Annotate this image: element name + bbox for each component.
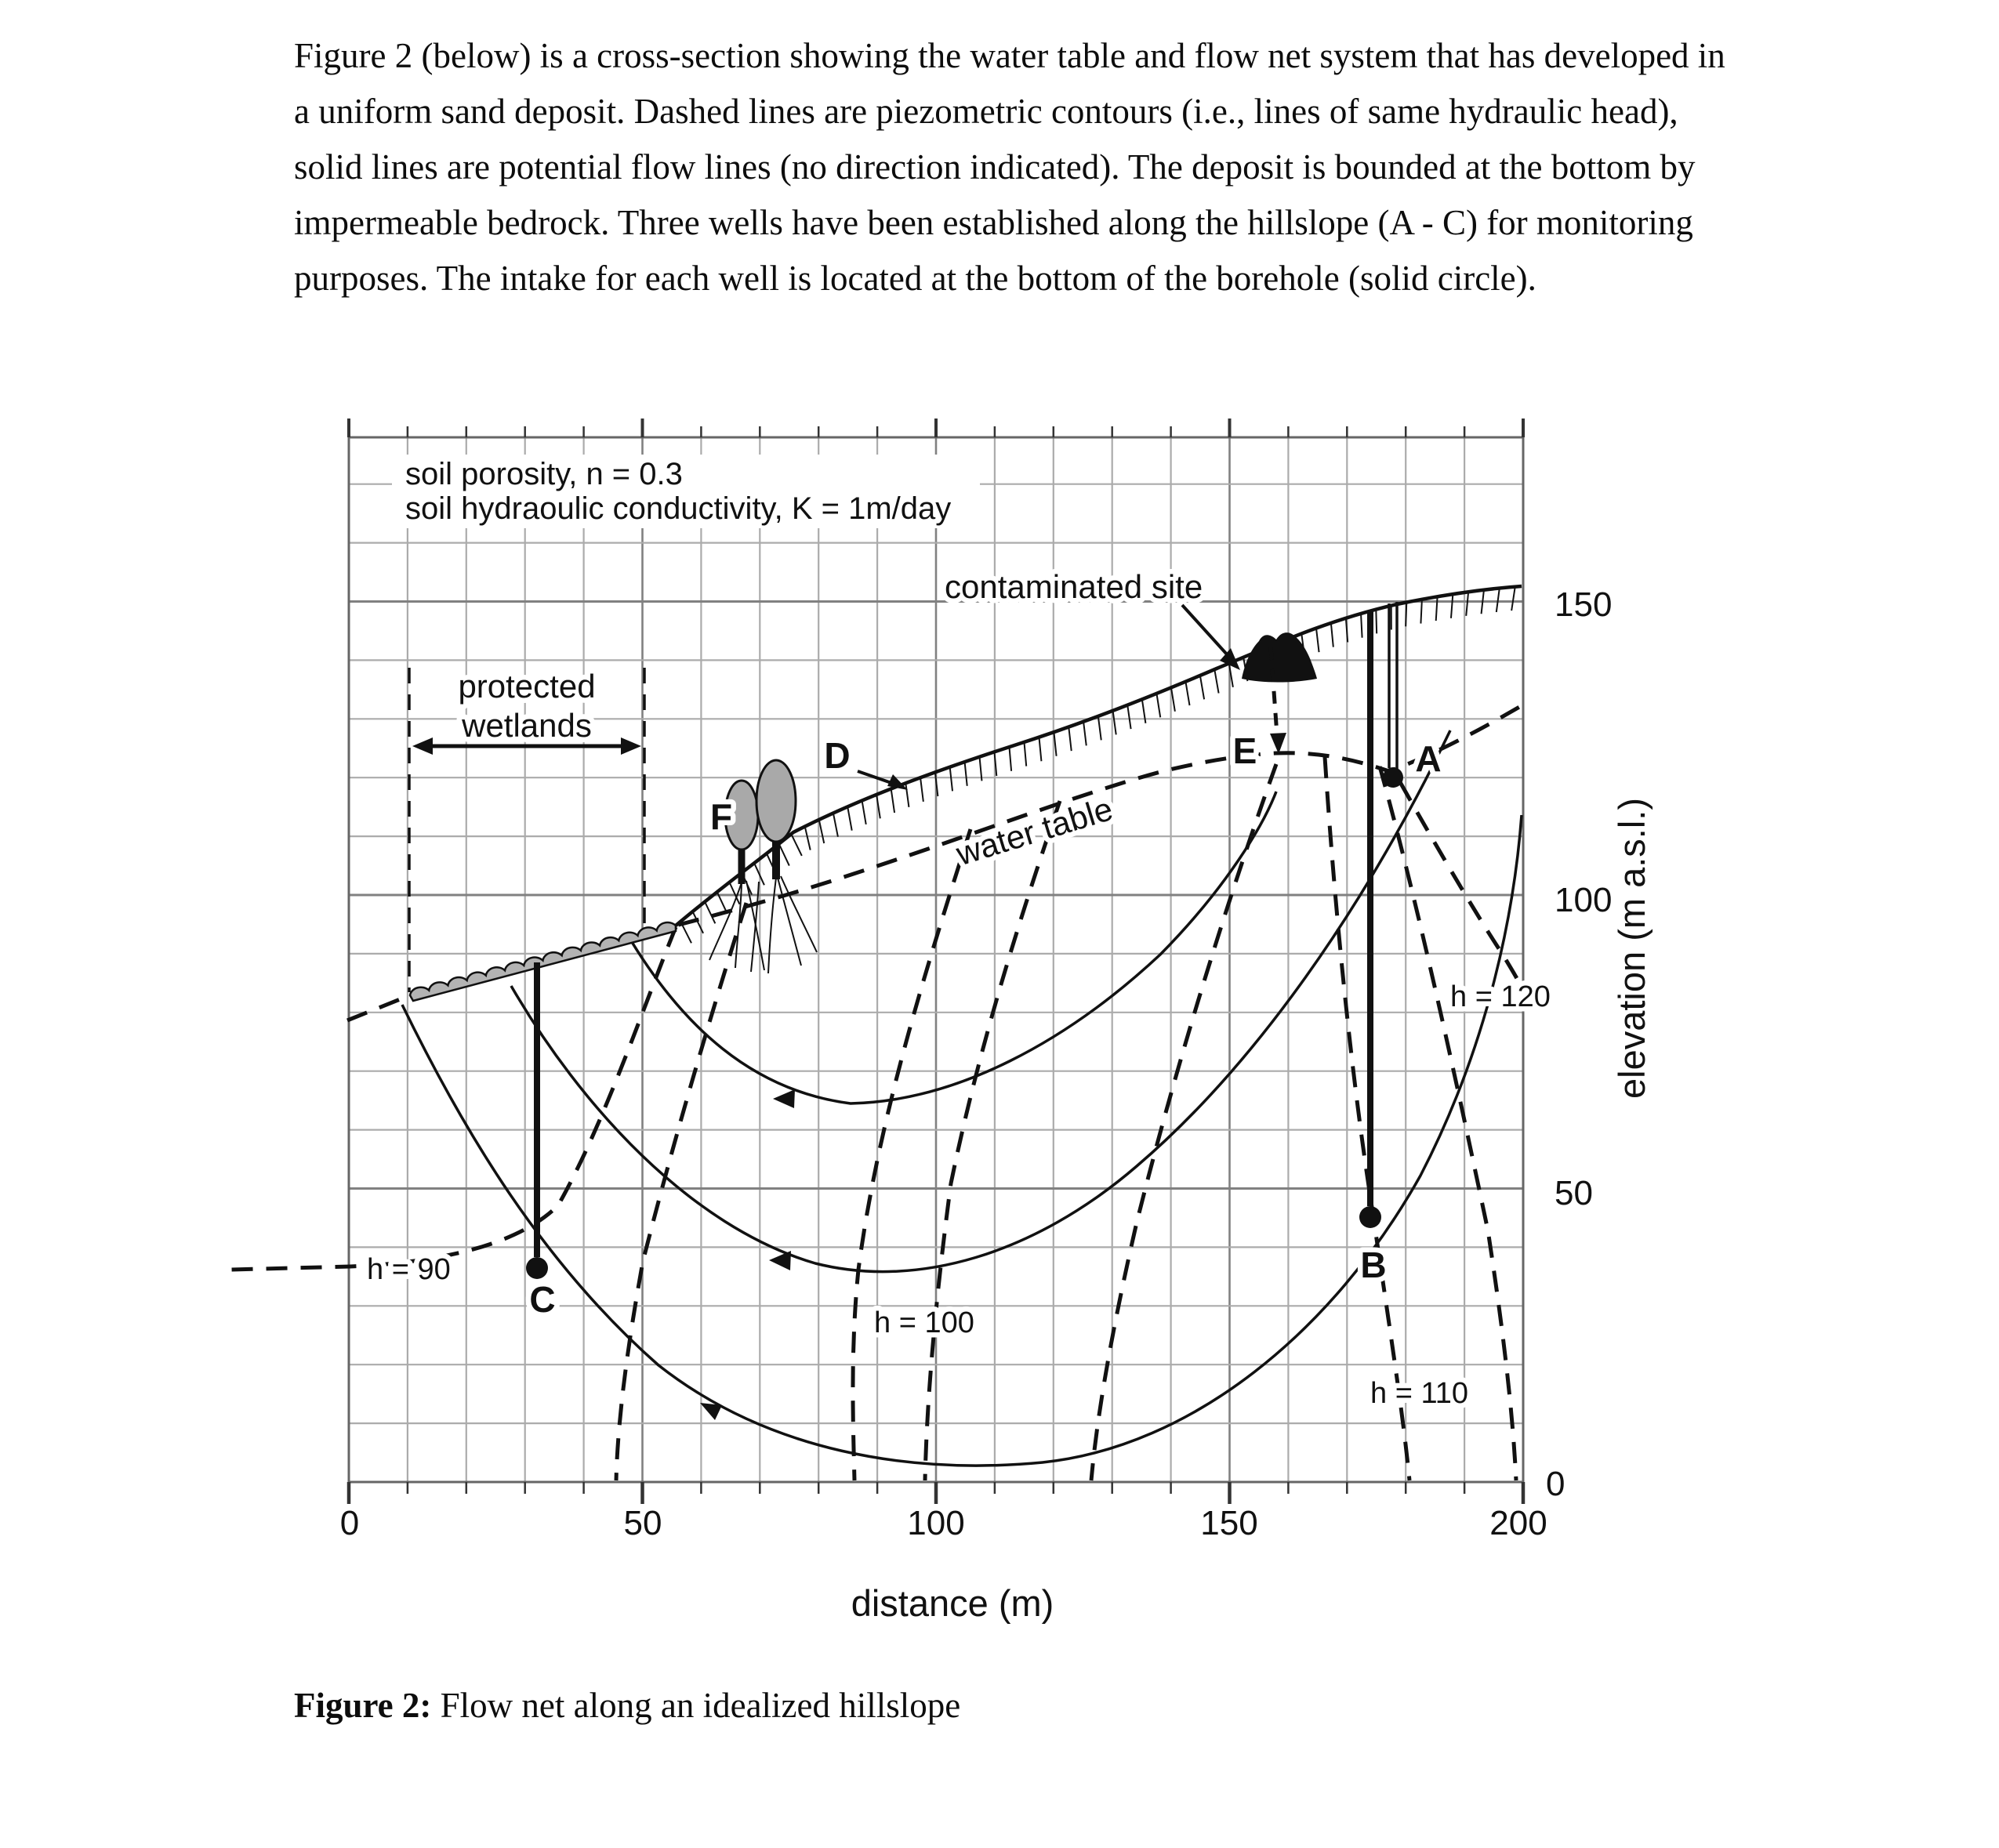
- water-table-line: [346, 704, 1522, 1023]
- arrowhead-icon: [1220, 648, 1240, 670]
- arrowhead-icon: [887, 774, 908, 790]
- arrowhead-icon: [412, 737, 433, 755]
- soil-conductivity-label: soil hydraoulic conductivity, K = 1m/day: [405, 491, 951, 526]
- equipotential-h100-line: [851, 828, 973, 1481]
- y-axis-title: elevation (m a.s.l.): [1611, 798, 1653, 1099]
- well-b-intake: [1359, 1206, 1381, 1228]
- h120-label: h = 120: [1450, 980, 1551, 1013]
- y-tick-50: 50: [1555, 1174, 1593, 1212]
- h90-label: h = 90: [367, 1253, 451, 1286]
- flow-arrow-icon: [700, 1403, 722, 1420]
- equipotential-line: [1089, 763, 1279, 1481]
- water-table-label: water table: [951, 790, 1116, 872]
- well-c-intake: [526, 1257, 548, 1279]
- infiltration-arrow-e: [1268, 647, 1279, 736]
- y-tick-0: 0: [1546, 1465, 1565, 1503]
- flow-arrow-icon: [773, 1089, 795, 1108]
- flow-lines: [401, 730, 1523, 1467]
- well-c: [526, 962, 548, 1279]
- flow-arrow-icon: [769, 1251, 791, 1270]
- equipotential-line: [1377, 766, 1518, 1481]
- equipotential-h120-line: [1398, 781, 1524, 990]
- ground-surface-line: [674, 584, 1522, 927]
- wetland-boundaries: [408, 668, 646, 992]
- intro-paragraph: Figure 2 (below) is a cross-section show…: [294, 36, 1725, 298]
- protected-wetlands-label-line2: wetlands: [461, 707, 592, 744]
- x-tick-100: 100: [907, 1504, 964, 1542]
- tree-roots: [709, 875, 818, 974]
- x-tick-0: 0: [340, 1504, 359, 1542]
- trees: [709, 759, 818, 974]
- x-tick-150: 150: [1200, 1504, 1257, 1542]
- well-a: [1383, 602, 1403, 788]
- well-a-label: A: [1415, 738, 1441, 779]
- equipotential-line: [614, 902, 749, 1481]
- equipotential-h110-line: [1322, 756, 1412, 1481]
- figure-caption: Figure 2: Flow net along an idealized hi…: [294, 1685, 960, 1726]
- x-tick-200: 200: [1489, 1504, 1547, 1542]
- flow-line-middle: [510, 730, 1452, 1274]
- axis-ticks: [346, 419, 1526, 1504]
- figure-caption-text: Flow net along an idealized hillslope: [431, 1686, 961, 1725]
- wetland-marsh-band: [408, 921, 677, 1002]
- equipotential-line: [923, 800, 1062, 1481]
- point-f-label: F: [710, 796, 732, 837]
- figure-caption-number: Figure 2:: [294, 1686, 432, 1725]
- x-axis-title: distance (m): [851, 1582, 1054, 1624]
- contaminated-site-arrow: [1181, 603, 1229, 657]
- y-tick-150: 150: [1555, 585, 1612, 624]
- well-b-label: B: [1360, 1245, 1386, 1285]
- equipotential-contours: [230, 756, 1524, 1481]
- protected-wetlands-label-line1: protected: [458, 668, 595, 705]
- well-b: [1359, 611, 1381, 1228]
- soil-porosity-label: soil porosity, n = 0.3: [405, 457, 683, 491]
- point-e-label: E: [1233, 730, 1257, 771]
- h110-label: h = 110: [1370, 1377, 1468, 1410]
- x-axis-tick-labels: 0 50 100 150 200: [340, 1504, 1547, 1542]
- well-c-label: C: [529, 1279, 555, 1320]
- contaminated-site-blob: [1242, 632, 1317, 683]
- flow-line-lower: [401, 814, 1523, 1467]
- x-tick-50: 50: [624, 1504, 662, 1542]
- flow-direction-arrows: [700, 1089, 795, 1420]
- flow-line-upper: [626, 791, 1278, 1105]
- contaminated-site-label: contaminated site: [945, 568, 1203, 605]
- well-a-intake: [1383, 767, 1403, 788]
- y-tick-100: 100: [1555, 881, 1612, 919]
- arrowhead-icon: [621, 737, 641, 755]
- point-d-arrow: [857, 770, 894, 785]
- y-axis-tick-labels: 150 100 50 0: [1546, 585, 1612, 1503]
- equipotential-h90-line: [230, 926, 678, 1272]
- arrowhead-icon: [1270, 733, 1286, 754]
- h100-label: h = 100: [874, 1306, 974, 1339]
- soil-params-background: [392, 455, 980, 528]
- point-d-label: D: [824, 735, 850, 776]
- tree-canopy: [755, 759, 797, 843]
